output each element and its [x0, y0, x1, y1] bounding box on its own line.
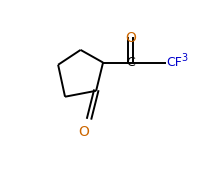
Text: CF: CF	[166, 56, 182, 69]
Text: 3: 3	[181, 53, 187, 63]
Text: O: O	[125, 31, 136, 45]
Text: C: C	[126, 56, 135, 69]
Text: O: O	[78, 125, 89, 139]
